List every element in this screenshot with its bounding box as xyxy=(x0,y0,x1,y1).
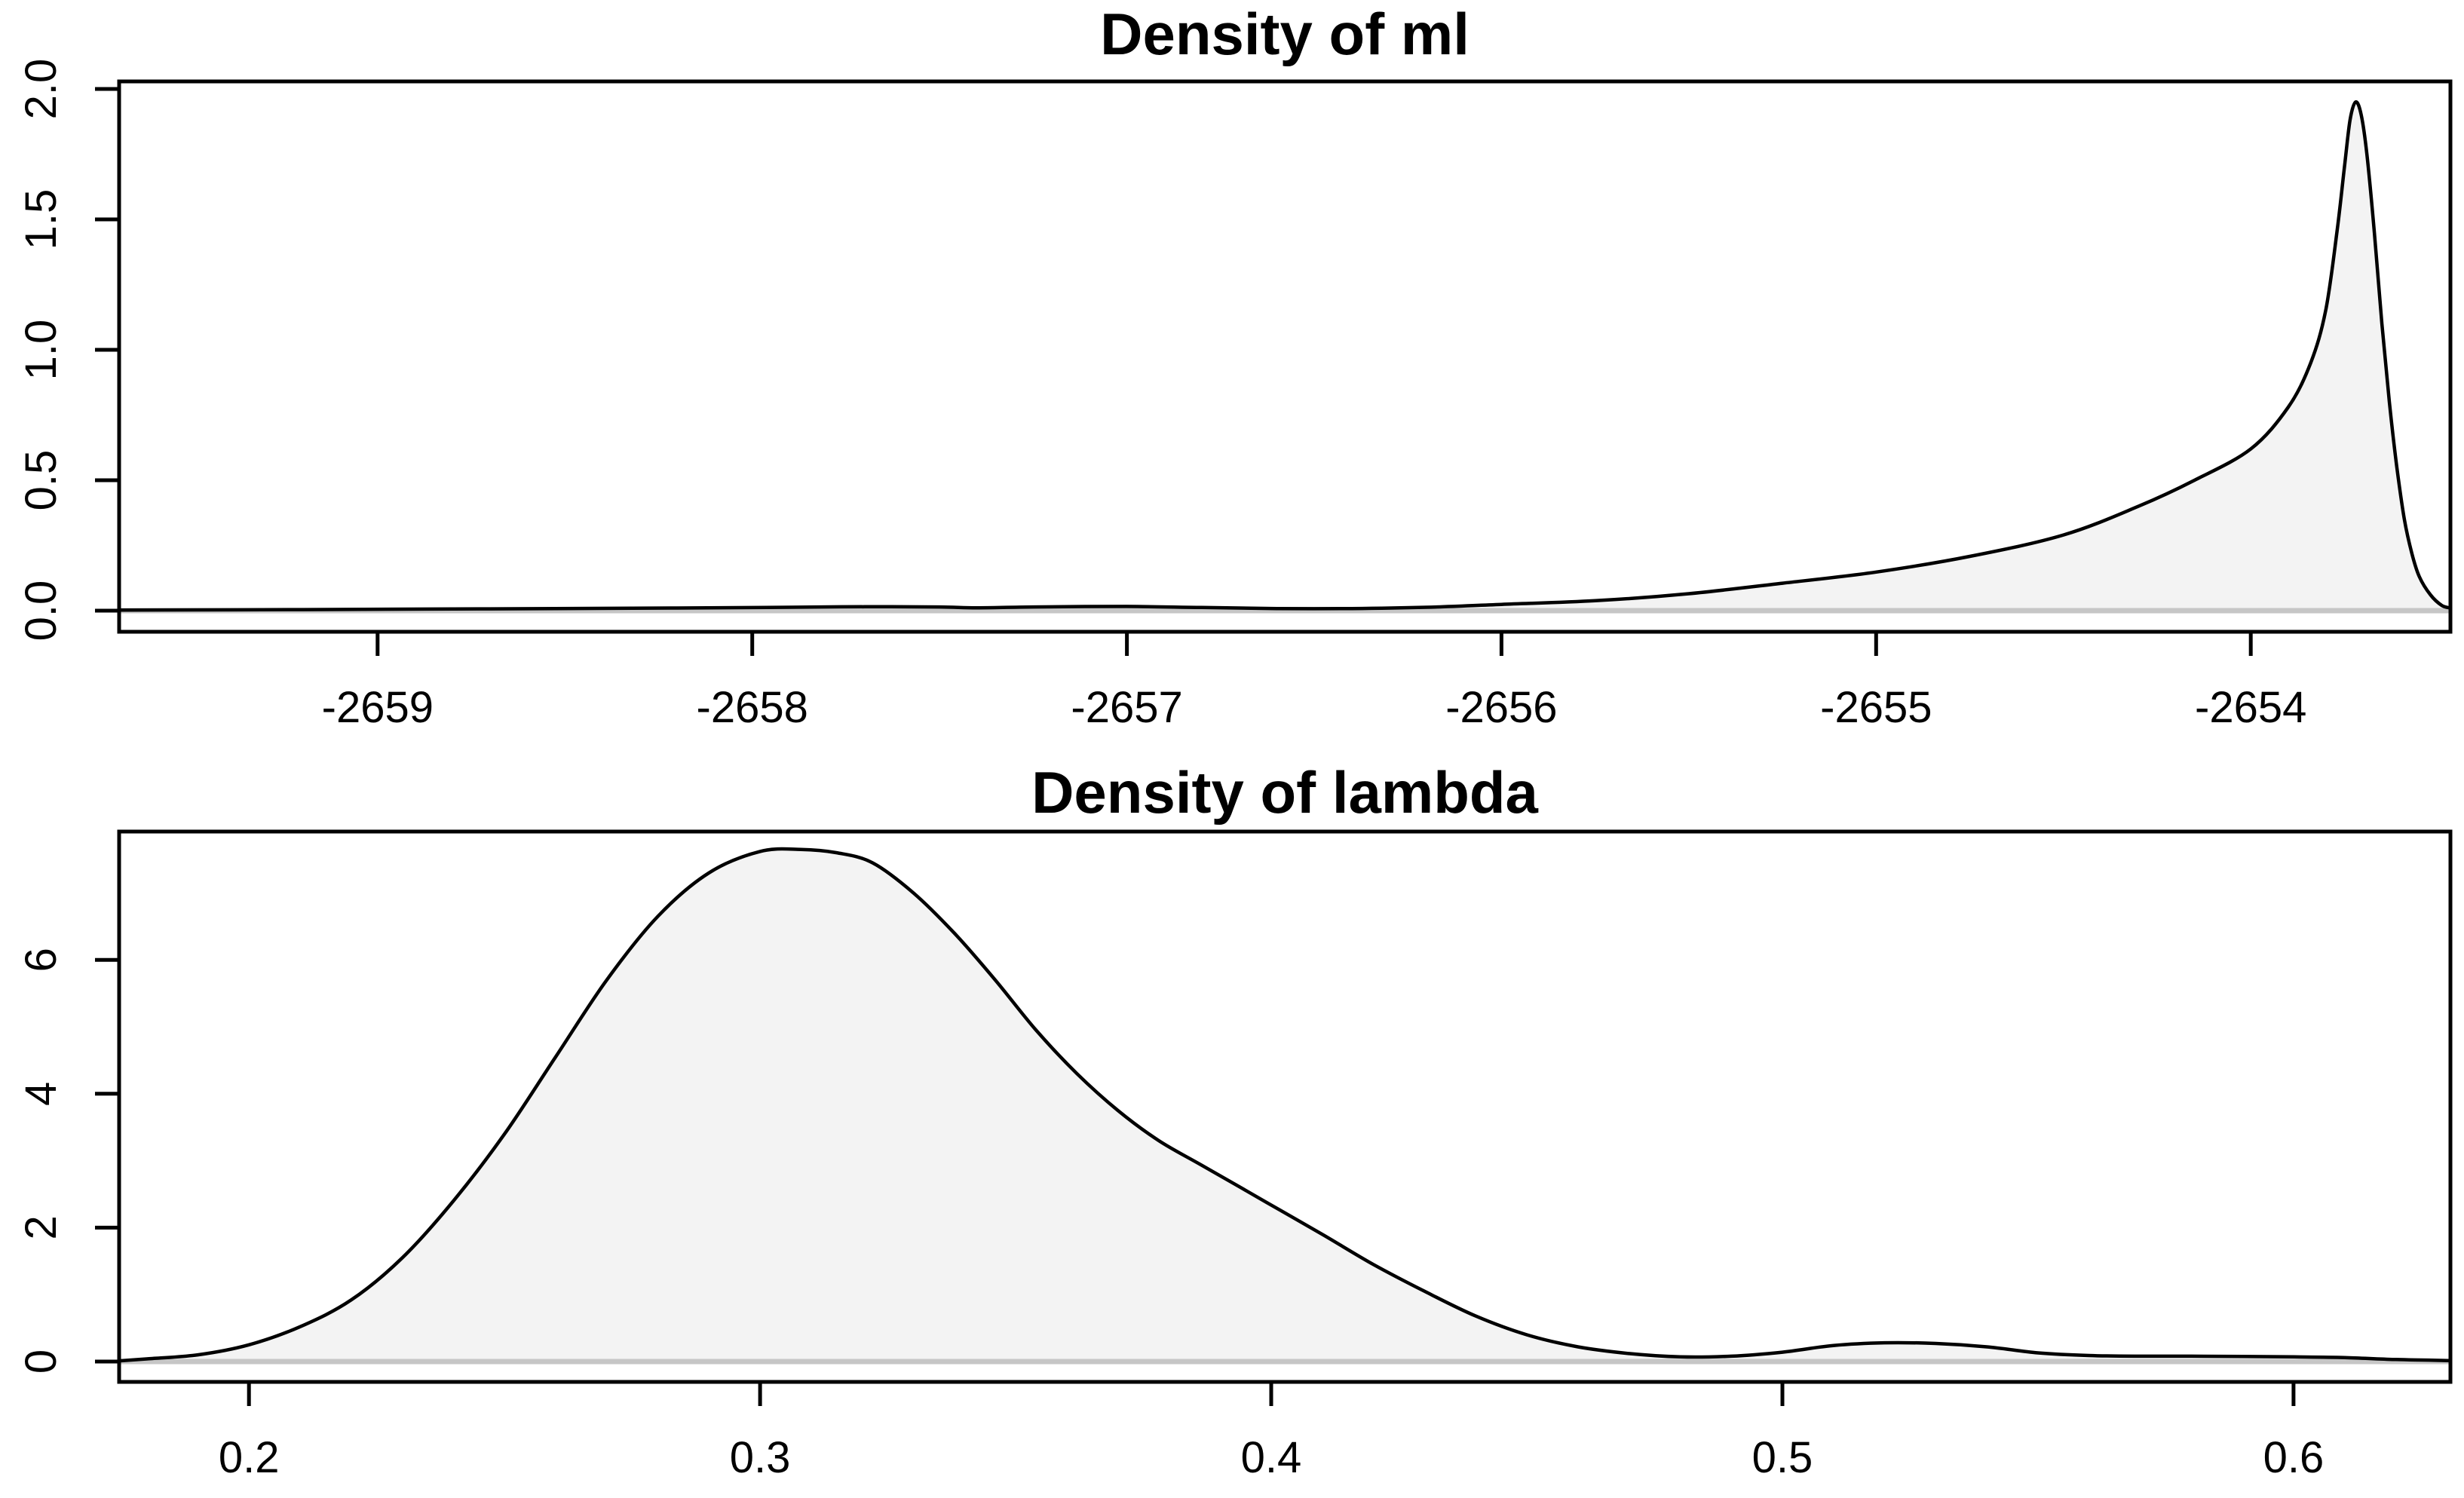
chart-title-lambda: Density of lambda xyxy=(1031,759,1538,826)
y-tick-label: 2.0 xyxy=(17,59,66,120)
y-tick-label: 0.5 xyxy=(17,450,66,511)
density-fill xyxy=(119,102,2450,611)
x-tick-label: 0.3 xyxy=(730,1433,791,1482)
density-plot-ml: -2659 -2658 -2657 -2656 -2655 -2654 0.0 0.5 1.0 1… xyxy=(17,59,2453,732)
y-tick-label: 2 xyxy=(17,1215,66,1239)
density-fill xyxy=(119,848,2450,1362)
y-tick-label: 0.0 xyxy=(17,581,66,642)
density-curve xyxy=(117,100,2453,612)
chart-title-ml: Density of ml xyxy=(1100,1,1470,67)
x-tick-label: 0.5 xyxy=(1752,1433,1813,1482)
x-tick-label: 0.2 xyxy=(219,1433,280,1482)
x-tick-label: -2655 xyxy=(1820,683,1932,732)
plot-box xyxy=(117,79,2453,634)
x-tick-label: -2657 xyxy=(1071,683,1182,732)
y-tick-label: 4 xyxy=(17,1082,66,1106)
x-tick-label: 0.6 xyxy=(2263,1433,2325,1482)
y-tick-label: 1.0 xyxy=(17,320,66,381)
x-tick-label: -2656 xyxy=(1445,683,1557,732)
plot-box xyxy=(117,829,2453,1384)
y-tick-label: 0 xyxy=(17,1349,66,1374)
y-tick-label: 6 xyxy=(17,948,66,972)
density-plot-lambda: 0.2 0.3 0.4 0.5 0.6 0 2 4 6 xyxy=(17,829,2453,1482)
density-curve xyxy=(117,847,2453,1363)
x-tick-label: -2659 xyxy=(322,683,434,732)
x-tick-label: -2658 xyxy=(697,683,808,732)
x-tick-label: 0.4 xyxy=(1241,1433,1302,1482)
x-tick-label: -2654 xyxy=(2195,683,2306,732)
y-tick-label: 1.5 xyxy=(17,189,66,250)
